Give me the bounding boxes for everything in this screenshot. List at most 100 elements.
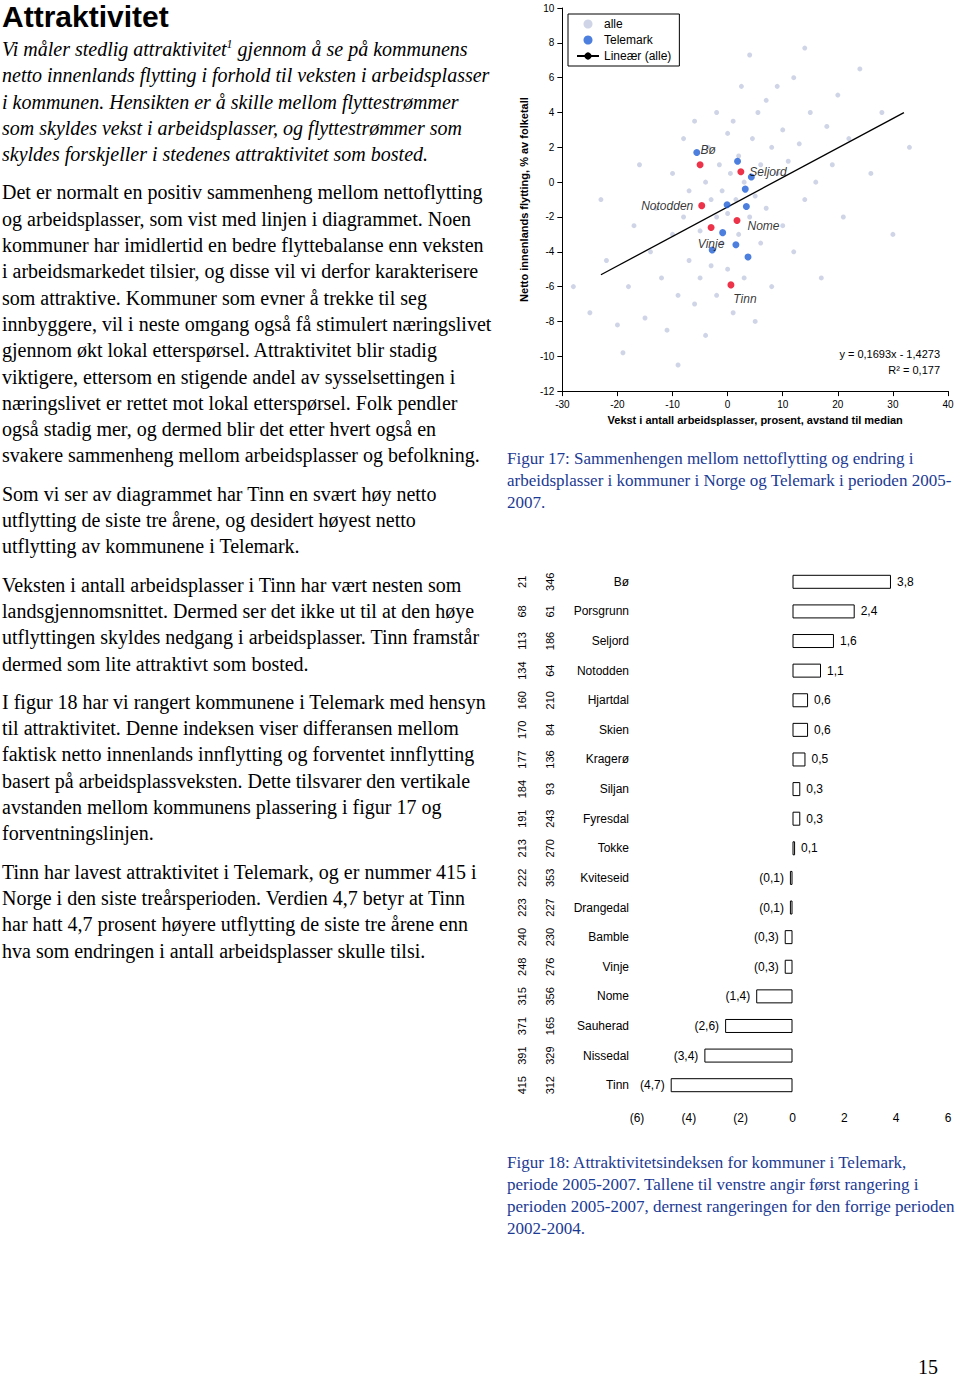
svg-text:Vinje: Vinje [603,960,630,974]
svg-text:-8: -8 [545,316,554,327]
svg-text:Bø: Bø [700,143,716,157]
svg-text:Bamble: Bamble [588,930,629,944]
svg-text:Skien: Skien [599,723,629,737]
svg-text:Drangedal: Drangedal [574,901,629,915]
svg-text:(2,6): (2,6) [694,1019,719,1033]
svg-text:0,5: 0,5 [811,752,828,766]
svg-text:10: 10 [543,3,555,14]
svg-text:Vinje: Vinje [698,237,725,251]
svg-text:20: 20 [832,399,844,410]
svg-text:R² = 0,177: R² = 0,177 [888,364,940,376]
svg-text:136: 136 [544,750,556,768]
svg-text:-12: -12 [540,386,555,397]
svg-text:-2: -2 [545,211,554,222]
svg-text:-4: -4 [545,246,554,257]
svg-text:21: 21 [516,576,528,588]
svg-text:0,3: 0,3 [806,782,823,796]
svg-text:Siljan: Siljan [600,782,629,796]
svg-text:312: 312 [544,1076,556,1094]
svg-text:0: 0 [549,177,555,188]
svg-text:(3,4): (3,4) [674,1049,699,1063]
svg-text:346: 346 [544,573,556,591]
svg-text:4: 4 [893,1111,900,1125]
svg-text:Porsgrunn: Porsgrunn [574,604,629,618]
svg-text:210: 210 [544,691,556,709]
svg-text:1,6: 1,6 [840,634,857,648]
svg-text:Nissedal: Nissedal [583,1049,629,1063]
svg-text:Bø: Bø [614,575,630,589]
svg-text:2: 2 [549,142,555,153]
svg-text:227: 227 [544,898,556,916]
svg-text:Seljord: Seljord [592,634,629,648]
svg-text:40: 40 [942,399,954,410]
svg-text:Sauherad: Sauherad [577,1019,629,1033]
svg-text:-30: -30 [555,399,570,410]
svg-text:243: 243 [544,810,556,828]
svg-text:240: 240 [516,928,528,946]
svg-text:(4): (4) [681,1111,696,1125]
svg-text:(0,3): (0,3) [754,930,779,944]
svg-text:165: 165 [544,1017,556,1035]
svg-text:0: 0 [725,399,731,410]
svg-text:-20: -20 [610,399,625,410]
svg-text:415: 415 [516,1076,528,1094]
svg-text:93: 93 [544,783,556,795]
svg-text:(0,1): (0,1) [759,901,784,915]
svg-text:10: 10 [777,399,789,410]
svg-text:Seljord: Seljord [749,165,787,179]
svg-text:Kragerø: Kragerø [586,752,630,766]
svg-text:(0,1): (0,1) [759,871,784,885]
svg-text:Fyresdal: Fyresdal [583,812,629,826]
svg-text:64: 64 [544,665,556,677]
svg-text:2: 2 [841,1111,848,1125]
svg-text:6: 6 [945,1111,952,1125]
svg-text:329: 329 [544,1046,556,1064]
svg-text:Notodden: Notodden [577,664,629,678]
svg-text:Notodden: Notodden [641,199,693,213]
svg-text:Nome: Nome [597,989,629,1003]
svg-text:160: 160 [516,691,528,709]
svg-text:-6: -6 [545,281,554,292]
svg-text:0,6: 0,6 [814,693,831,707]
svg-text:191: 191 [516,810,528,828]
svg-text:Nome: Nome [747,219,779,233]
svg-text:222: 222 [516,869,528,887]
svg-text:Tokke: Tokke [598,841,630,855]
svg-text:84: 84 [544,724,556,736]
svg-text:Lineær (alle): Lineær (alle) [604,49,671,63]
svg-text:0,6: 0,6 [814,723,831,737]
svg-text:113: 113 [516,632,528,650]
svg-text:(1,4): (1,4) [726,989,751,1003]
svg-text:6: 6 [549,72,555,83]
svg-text:248: 248 [516,958,528,976]
svg-text:alle: alle [604,17,623,31]
svg-text:3,8: 3,8 [897,575,914,589]
svg-text:(6): (6) [630,1111,645,1125]
svg-text:-10: -10 [665,399,680,410]
svg-text:30: 30 [887,399,899,410]
svg-text:(2): (2) [733,1111,748,1125]
svg-text:1,1: 1,1 [827,664,844,678]
svg-text:Kviteseid: Kviteseid [580,871,629,885]
svg-text:(4,7): (4,7) [640,1078,665,1092]
svg-text:Tinn: Tinn [606,1078,629,1092]
svg-text:61: 61 [544,605,556,617]
svg-text:Netto innenlands flytting, % a: Netto innenlands flytting, % av folketal… [518,97,530,302]
svg-text:8: 8 [549,37,555,48]
svg-text:186: 186 [544,632,556,650]
svg-text:134: 134 [516,661,528,679]
svg-text:68: 68 [516,605,528,617]
svg-text:y = 0,1693x - 1,4273: y = 0,1693x - 1,4273 [839,348,940,360]
svg-text:0,3: 0,3 [806,812,823,826]
svg-text:184: 184 [516,780,528,798]
svg-text:353: 353 [544,869,556,887]
svg-text:391: 391 [516,1046,528,1064]
svg-text:-10: -10 [540,351,555,362]
svg-text:4: 4 [549,107,555,118]
svg-text:Vekst i antall arbeidsplasser,: Vekst i antall arbeidsplasser, prosent, … [608,414,904,426]
svg-text:0: 0 [789,1111,796,1125]
svg-text:0,1: 0,1 [801,841,818,855]
svg-text:170: 170 [516,721,528,739]
svg-text:371: 371 [516,1017,528,1035]
svg-text:223: 223 [516,898,528,916]
